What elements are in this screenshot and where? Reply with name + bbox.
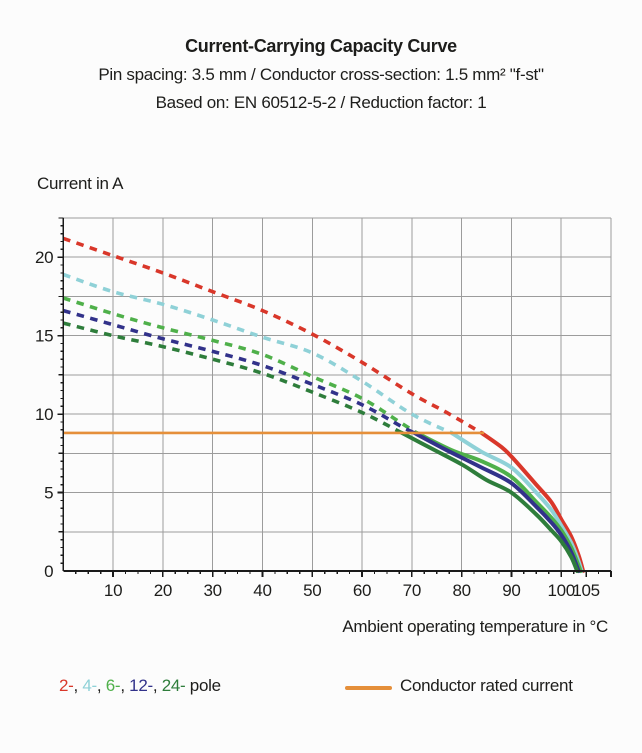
chart-subtitle-pin-spacing: Pin spacing: 3.5 mm / Conductor cross-se…	[98, 65, 544, 84]
legend-pole-suffix: pole	[185, 676, 221, 695]
chart-title: Current-Carrying Capacity Curve	[185, 36, 457, 56]
legend-pole-item-24: 24-	[161, 676, 186, 695]
x-tick-label: 20	[154, 581, 172, 600]
x-tick-label: 30	[204, 581, 222, 600]
series-24-pole-solid-curve	[399, 430, 580, 573]
x-tick-label: 90	[502, 581, 520, 600]
y-tick-label: 15	[35, 327, 53, 346]
x-tick-label: 40	[253, 581, 271, 600]
legend-pole-item-12: 12-	[129, 676, 153, 695]
x-tick-label: 60	[353, 581, 371, 600]
x-axis-title: Ambient operating temperature in °C	[342, 617, 608, 636]
series-2-pole-solid-curve	[479, 430, 586, 573]
x-tick-label: 80	[452, 581, 470, 600]
legend-pole-item-6: 6-	[105, 676, 121, 695]
legend-separator: ,	[96, 676, 106, 695]
y-tick-label: 5	[44, 484, 53, 503]
chart-subtitle-standard: Based on: EN 60512-5-2 / Reduction facto…	[155, 93, 487, 112]
y-axis-title: Current in A	[37, 174, 124, 193]
rated-current-label: Conductor rated current	[400, 676, 573, 695]
rated-current-swatch	[345, 686, 392, 690]
x-tick-label: 10	[104, 581, 122, 600]
series-2-pole-dashed-curve	[62, 236, 483, 435]
legend-pole-item-2: 2-	[59, 676, 74, 695]
legend-separator: ,	[120, 676, 130, 695]
series-12-pole-solid-curve	[412, 430, 581, 573]
legend-separator: ,	[73, 676, 83, 695]
x-tick-label: 105	[572, 581, 599, 600]
legend-separator: ,	[152, 676, 162, 695]
series-6-pole-solid-curve	[414, 430, 583, 573]
y-tick-label: 10	[35, 405, 53, 424]
legend-pole-item-4: 4-	[82, 676, 97, 695]
x-tick-label: 100	[547, 581, 574, 600]
series-24-pole-dashed-curve	[62, 321, 403, 435]
legend-pole-counts: 2-, 4-, 6-, 12-, 24- pole	[59, 676, 221, 696]
x-tick-label: 70	[403, 581, 421, 600]
series-6-pole-dashed-curve	[62, 296, 418, 435]
x-tick-label: 50	[303, 581, 321, 600]
y-tick-label: 0	[44, 562, 53, 581]
y-tick-label: 20	[35, 248, 53, 267]
